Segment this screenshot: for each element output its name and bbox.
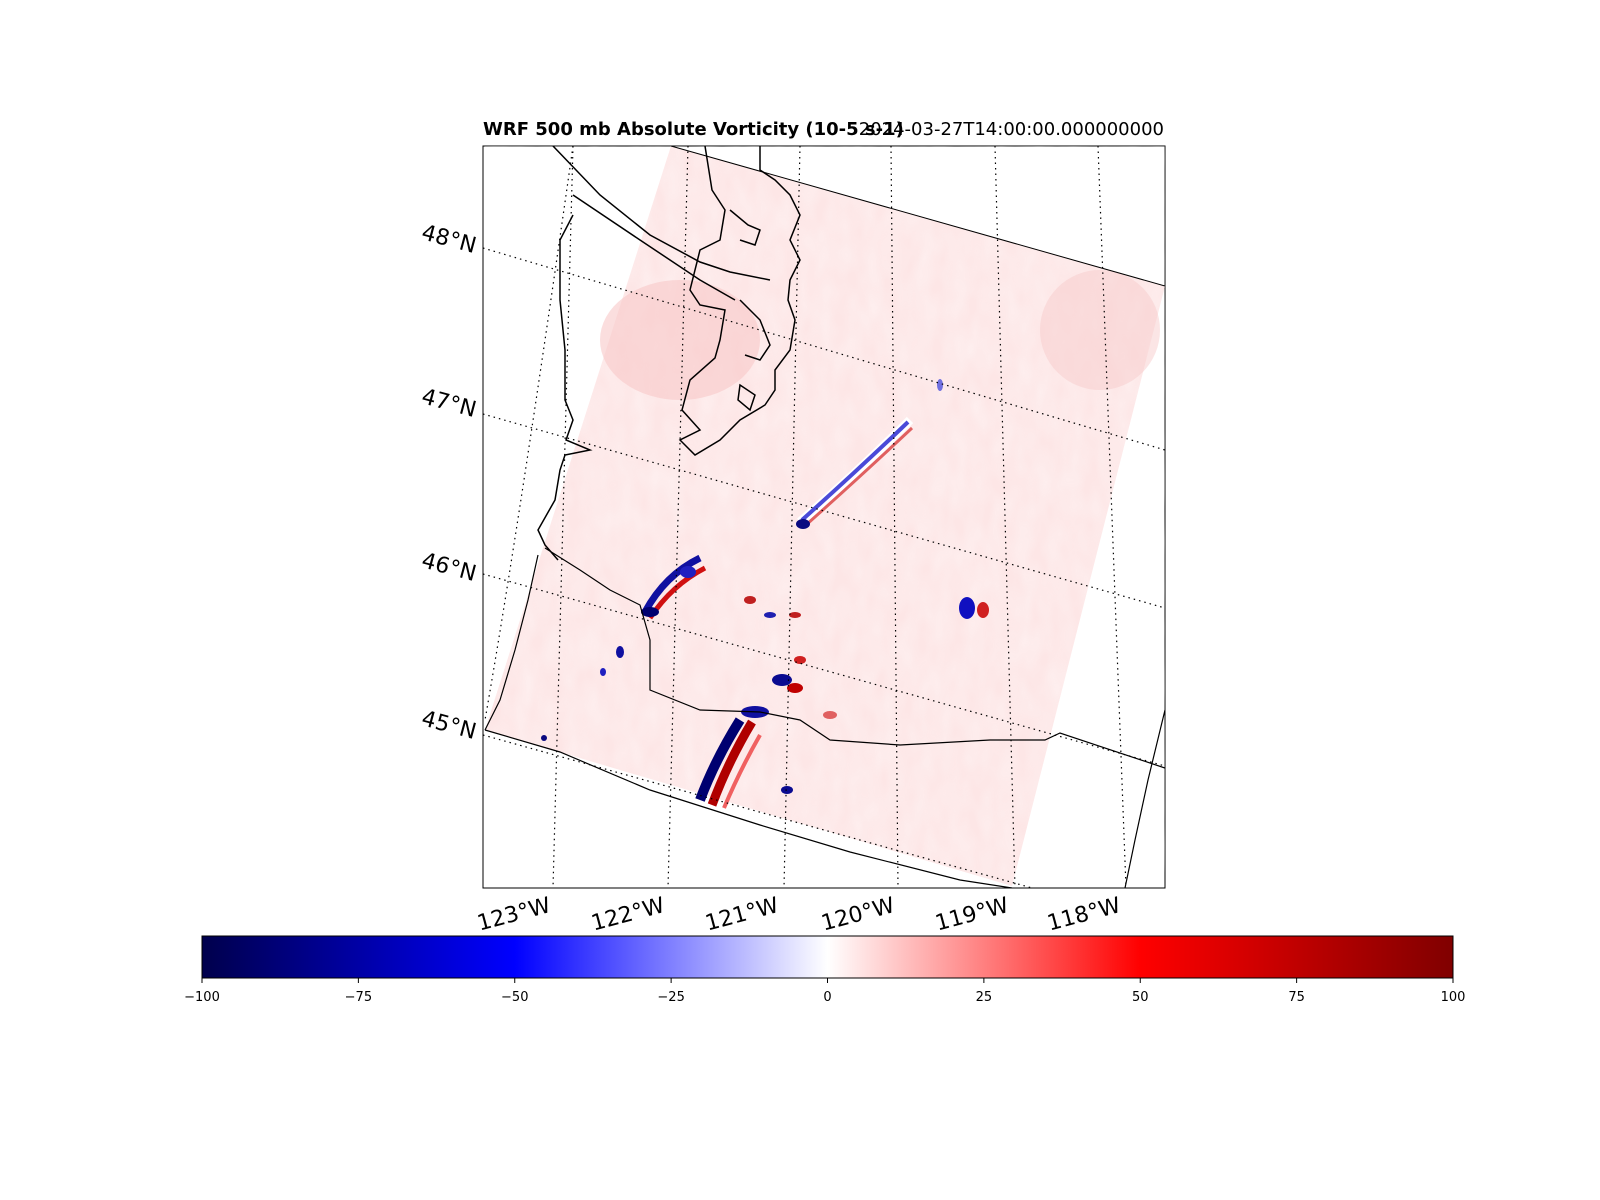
colorbar (201, 935, 1454, 979)
colorbar-tick-label: −50 (501, 990, 529, 1005)
map-timestamp: 2024-03-27T14:00:00.000000000 (858, 119, 1164, 140)
vorticity-features (541, 379, 989, 809)
colorbar-tick-label: 25 (975, 990, 993, 1005)
colorbar-ticks (201, 978, 1454, 983)
vorticity-patch-ne (1040, 270, 1160, 390)
colorbar-tick-label: −100 (184, 990, 220, 1005)
colorbar-tick-label: −75 (344, 990, 373, 1005)
colorbar-tick-label: −25 (657, 990, 685, 1005)
state-borders (484, 547, 1165, 888)
vorticity-patch-nw (600, 280, 760, 400)
colorbar-tick-label: 0 (823, 990, 832, 1005)
coastline (537, 146, 801, 561)
map-title: WRF 500 mb Absolute Vorticity (10-5 s-1) (483, 119, 904, 140)
colorbar-tick-label: 75 (1288, 990, 1305, 1005)
domain-edge-north (670, 146, 1165, 287)
colorbar-tick-label: 50 (1131, 990, 1149, 1005)
colorbar-tick-label: 100 (1440, 990, 1466, 1005)
